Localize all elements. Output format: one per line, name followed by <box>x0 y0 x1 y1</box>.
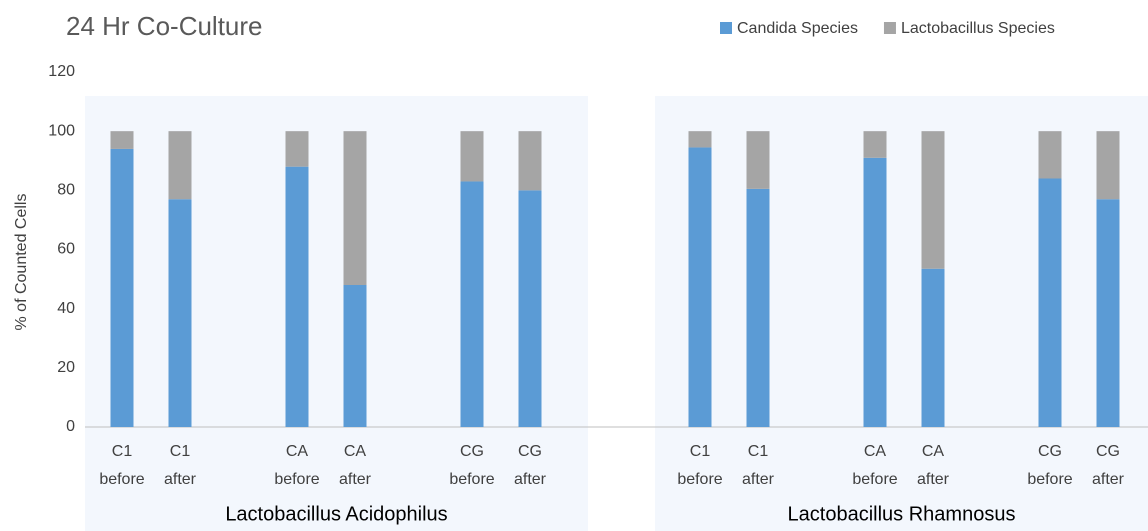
bar-segment <box>688 131 712 148</box>
bar-segment <box>168 199 192 427</box>
x-tick-label: C1 <box>170 443 191 460</box>
y-axis-label: % of Counted Cells <box>13 194 30 331</box>
bar-segment <box>746 131 770 189</box>
legend-label: Candida Species <box>737 20 858 37</box>
bar-segment <box>110 148 134 427</box>
x-tick-label: C1 <box>748 443 769 460</box>
group-label: Lactobacillus Acidophilus <box>225 503 447 525</box>
x-tick-label: CA <box>344 443 367 460</box>
bar-segment <box>1038 178 1062 427</box>
legend-label: Lactobacillus Species <box>901 20 1055 37</box>
legend-swatch <box>720 22 732 34</box>
y-tick-label: 80 <box>57 182 75 199</box>
bar-segment <box>518 131 542 191</box>
bar-segment <box>746 188 770 427</box>
x-tick-label: C1 <box>112 443 133 460</box>
bar-segment <box>285 131 309 167</box>
y-tick-label: 20 <box>57 359 75 376</box>
bar-segment <box>460 181 484 427</box>
x-tick-label: CG <box>1096 443 1120 460</box>
bar-segment <box>688 147 712 427</box>
x-tick-label: before <box>99 471 144 488</box>
y-tick-label: 40 <box>57 300 75 317</box>
x-tick-label: before <box>852 471 897 488</box>
legend-swatch <box>883 22 896 34</box>
x-tick-label: before <box>449 471 494 488</box>
y-tick-label: 60 <box>57 241 75 258</box>
x-tick-label: CG <box>518 443 542 460</box>
group-label: Lactobacillus Rhamnosus <box>788 503 1016 525</box>
bar-segment <box>285 166 309 427</box>
x-tick-label: after <box>917 471 950 488</box>
x-tick-label: before <box>677 471 722 488</box>
x-tick-label: CA <box>286 443 309 460</box>
panel-background <box>655 96 1148 531</box>
x-tick-label: after <box>339 471 372 488</box>
bar-segment <box>110 131 134 149</box>
x-tick-label: before <box>1027 471 1072 488</box>
bar-segment <box>168 131 192 200</box>
bar-segment <box>343 285 367 427</box>
bar-segment <box>460 131 484 182</box>
x-tick-label: before <box>274 471 319 488</box>
bar-segment <box>1096 199 1120 427</box>
y-tick-label: 120 <box>48 63 75 80</box>
x-tick-label: CG <box>1038 443 1062 460</box>
x-tick-label: CG <box>460 443 484 460</box>
bar-segment <box>343 131 367 285</box>
x-tick-label: after <box>514 471 547 488</box>
x-tick-label: after <box>1092 471 1125 488</box>
chart-title: 24 Hr Co-Culture <box>66 11 263 41</box>
x-tick-label: CA <box>922 443 945 460</box>
bar-segment <box>518 190 542 427</box>
bar-segment <box>1096 131 1120 200</box>
x-tick-label: CA <box>864 443 887 460</box>
bar-segment <box>863 157 887 427</box>
y-tick-label: 0 <box>66 418 75 435</box>
bar-segment <box>863 131 887 158</box>
y-tick-label: 100 <box>48 122 75 139</box>
bar-segment <box>1038 131 1062 179</box>
panel-background <box>85 96 588 531</box>
x-tick-label: after <box>742 471 775 488</box>
bar-segment <box>921 131 945 269</box>
x-tick-label: after <box>164 471 197 488</box>
x-tick-label: C1 <box>690 443 711 460</box>
bar-segment <box>921 268 945 427</box>
